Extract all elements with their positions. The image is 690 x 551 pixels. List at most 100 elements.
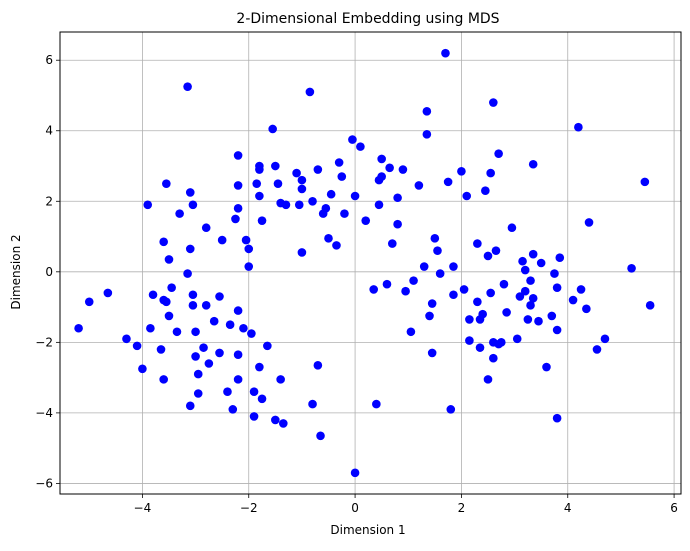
data-point	[183, 269, 192, 278]
data-point	[233, 151, 243, 160]
data-point	[244, 262, 254, 271]
data-point	[361, 216, 371, 225]
data-point	[574, 122, 583, 132]
data-point	[172, 327, 182, 337]
data-point	[231, 214, 240, 224]
x-tick-label: −2	[240, 501, 258, 515]
data-point	[382, 279, 392, 289]
data-point	[316, 431, 325, 441]
data-point	[502, 308, 511, 317]
data-point	[576, 285, 586, 294]
data-point	[279, 419, 288, 428]
data-point	[600, 334, 610, 344]
data-point	[441, 48, 450, 58]
data-point	[103, 288, 113, 298]
data-point	[393, 193, 402, 203]
data-point	[350, 468, 360, 478]
data-point	[547, 311, 557, 321]
data-point	[489, 98, 498, 107]
data-point	[640, 177, 650, 187]
data-point	[294, 200, 304, 210]
data-point	[249, 387, 259, 397]
data-point	[457, 167, 466, 176]
scatter-points	[74, 48, 655, 478]
data-point	[204, 359, 214, 368]
data-point	[185, 244, 195, 254]
data-point	[465, 315, 474, 324]
y-tick-label: −6	[35, 476, 53, 490]
data-point	[233, 181, 243, 190]
data-point	[233, 204, 243, 213]
data-point	[148, 290, 158, 300]
data-point	[483, 375, 493, 384]
data-point	[414, 181, 424, 190]
data-point	[228, 405, 238, 414]
data-point	[164, 311, 174, 321]
data-point	[377, 172, 386, 181]
data-point	[193, 369, 203, 379]
data-point	[326, 189, 336, 199]
data-point	[419, 262, 429, 271]
data-point	[321, 204, 331, 213]
data-point	[449, 290, 458, 300]
data-point	[515, 292, 525, 301]
data-point	[427, 348, 437, 358]
data-point	[385, 163, 394, 173]
data-point	[534, 316, 543, 326]
data-point	[374, 200, 384, 210]
data-point	[209, 316, 219, 326]
data-point	[132, 341, 142, 351]
data-point	[430, 234, 440, 243]
data-point	[271, 415, 280, 425]
data-point	[233, 306, 243, 315]
y-tick-label: 0	[45, 265, 53, 279]
data-point	[340, 209, 349, 218]
data-point	[536, 258, 546, 268]
y-tick-label: −4	[35, 406, 53, 420]
plot-frame	[59, 31, 682, 495]
data-point	[520, 286, 530, 296]
data-point	[217, 235, 227, 245]
data-point	[255, 362, 264, 372]
grid	[60, 32, 681, 494]
y-axis-label: Dimension 2	[9, 234, 23, 309]
data-point	[162, 179, 171, 188]
data-point	[387, 239, 397, 248]
data-point	[223, 387, 232, 397]
axes-frame	[59, 31, 682, 495]
data-point	[332, 241, 341, 250]
data-point	[350, 191, 360, 201]
data-point	[526, 276, 535, 285]
data-point	[348, 135, 357, 144]
data-point	[473, 297, 482, 307]
data-point	[188, 301, 198, 310]
x-tick-label: 2	[458, 501, 466, 515]
data-point	[143, 200, 153, 210]
data-point	[255, 191, 264, 201]
data-point	[201, 223, 211, 233]
data-point	[552, 413, 562, 423]
data-point	[494, 149, 503, 158]
data-point	[425, 311, 434, 321]
data-point	[486, 168, 495, 178]
data-point	[422, 129, 432, 139]
data-point	[191, 327, 200, 337]
data-point	[175, 209, 184, 218]
data-point	[507, 223, 517, 233]
data-point	[523, 315, 533, 324]
data-point	[159, 375, 168, 384]
data-point	[201, 301, 211, 310]
data-point	[257, 394, 267, 404]
data-point	[334, 158, 344, 167]
data-point	[584, 218, 594, 227]
data-point	[183, 82, 192, 91]
data-point	[473, 239, 482, 248]
data-point	[462, 191, 472, 201]
x-tick-label: 0	[351, 501, 359, 515]
data-point	[308, 196, 317, 206]
data-point	[528, 249, 538, 259]
data-point	[369, 285, 378, 294]
data-point	[233, 375, 243, 384]
